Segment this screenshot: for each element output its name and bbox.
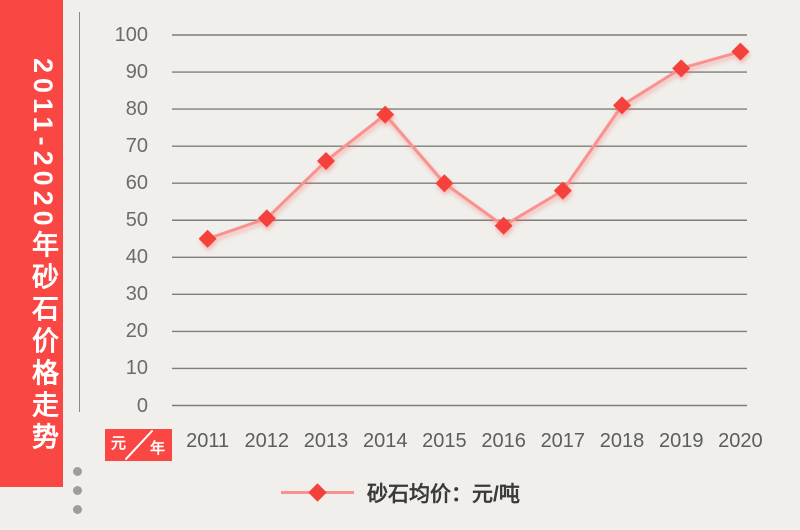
data-point-diamond-2012 [257, 209, 276, 228]
y-axis-tick-label: 90 [125, 61, 148, 84]
y-axis-tick-label: 0 [136, 394, 148, 417]
data-point-diamond-2020 [731, 42, 750, 61]
data-point-diamond-2016 [494, 216, 513, 235]
y-axis-tick-label: 50 [125, 209, 148, 232]
data-point-diamond-2019 [672, 59, 691, 78]
y-axis-tick-label: 100 [114, 24, 148, 46]
data-point-diamond-2017 [553, 181, 572, 200]
series-line [207, 50, 741, 241]
x-axis-tick-label: 2019 [658, 430, 704, 452]
data-point-diamond-2018 [613, 96, 631, 115]
x-axis-tick-label: 2013 [303, 430, 349, 452]
series-sand-price [198, 42, 750, 248]
x-axis-unit-label: 年 [149, 440, 165, 457]
data-point-diamond-2013 [317, 151, 335, 170]
y-axis-tick-label: 80 [125, 98, 148, 121]
legend-diamond-icon [308, 483, 327, 502]
vertical-divider-line [79, 12, 80, 412]
y-axis-tick-label: 10 [125, 357, 148, 380]
x-axis-tick-label: 2015 [422, 430, 467, 452]
axis-unit-badge: 元 年 [105, 429, 172, 461]
data-point-diamond-2014 [376, 105, 395, 124]
x-axis-tick-label: 2018 [599, 430, 645, 452]
decor-dot [73, 467, 82, 476]
x-axis-tick-label: 2016 [481, 430, 526, 452]
legend-label: 砂石均价：元/吨 [367, 482, 520, 506]
y-axis-tick-label: 20 [125, 320, 148, 343]
y-axis-labels: 100 90 80 70 60 50 40 30 20 10 0 [60, 0, 148, 430]
title-banner: 2011-2020年砂石价格走势 [0, 0, 63, 487]
x-axis-tick-label: 2011 [186, 430, 230, 452]
chart-title: 2011-2020年砂石价格走势 [28, 58, 58, 455]
x-axis-labels: 2011 2012 2013 2014 2015 2016 2017 2018 2019 2020 [178, 428, 770, 454]
decor-dots [73, 467, 83, 524]
x-axis-tick-label: 2014 [362, 430, 408, 452]
y-axis-tick-label: 70 [125, 135, 148, 158]
data-point-diamond-2011 [198, 229, 217, 248]
decor-dot [73, 505, 82, 514]
x-axis-tick-label: 2017 [540, 430, 586, 452]
y-axis-tick-label: 40 [125, 246, 148, 269]
x-axis-tick-label: 2020 [718, 430, 763, 452]
legend-line-marker-icon [281, 483, 354, 502]
y-axis-tick-label: 60 [125, 172, 148, 195]
legend: 砂石均价：元/吨 [281, 479, 520, 506]
y-axis-tick-label: 30 [125, 283, 148, 306]
decor-dot [73, 486, 82, 495]
y-axis-unit-label: 元 [111, 435, 127, 452]
x-axis-tick-label: 2012 [244, 430, 290, 452]
data-point-diamond-2015 [435, 174, 454, 193]
